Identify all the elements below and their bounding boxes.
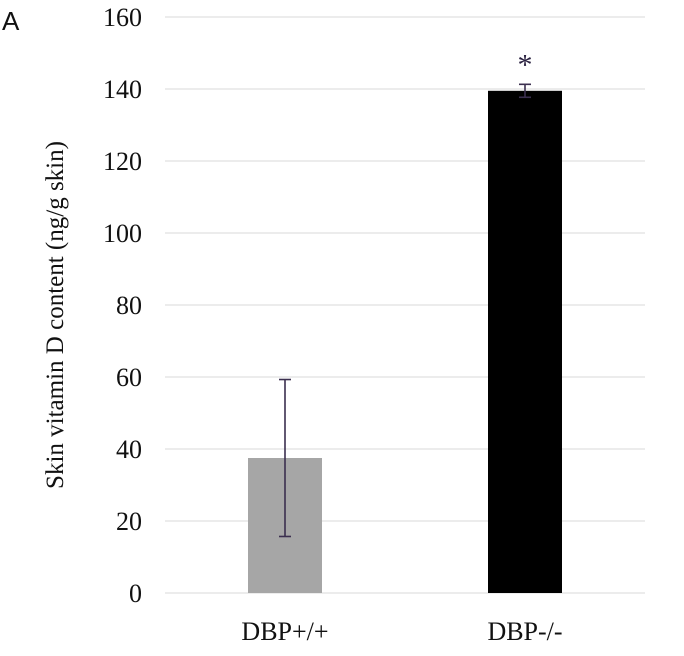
y-axis-ticks: 0 20 40 60 80 100 120 140 160 xyxy=(103,3,142,608)
panel-label: A xyxy=(2,6,20,36)
bars xyxy=(248,90,562,594)
x-category-label-0: DBP+/+ xyxy=(241,617,328,646)
error-bars xyxy=(279,83,531,538)
significance-marker-1: * xyxy=(518,48,533,81)
y-tick-label-0: 0 xyxy=(129,579,142,608)
y-axis-label: Skin vitamin D content (ng/g skin) xyxy=(42,141,69,489)
y-tick-label-160: 160 xyxy=(103,3,142,32)
annotations: * xyxy=(518,48,533,81)
y-tick-label-60: 60 xyxy=(116,363,142,392)
y-tick-label-80: 80 xyxy=(116,291,142,320)
x-category-label-1: DBP-/- xyxy=(487,617,562,646)
y-tick-label-120: 120 xyxy=(103,147,142,176)
error-bar-0 xyxy=(279,378,291,538)
gridlines xyxy=(165,16,645,594)
y-tick-label-40: 40 xyxy=(116,435,142,464)
x-axis-categories: DBP+/+ DBP-/- xyxy=(241,617,562,646)
error-bar-1 xyxy=(519,83,531,99)
y-tick-label-20: 20 xyxy=(116,507,142,536)
bar-1 xyxy=(488,90,562,594)
y-tick-label-140: 140 xyxy=(103,75,142,104)
y-tick-label-100: 100 xyxy=(103,219,142,248)
